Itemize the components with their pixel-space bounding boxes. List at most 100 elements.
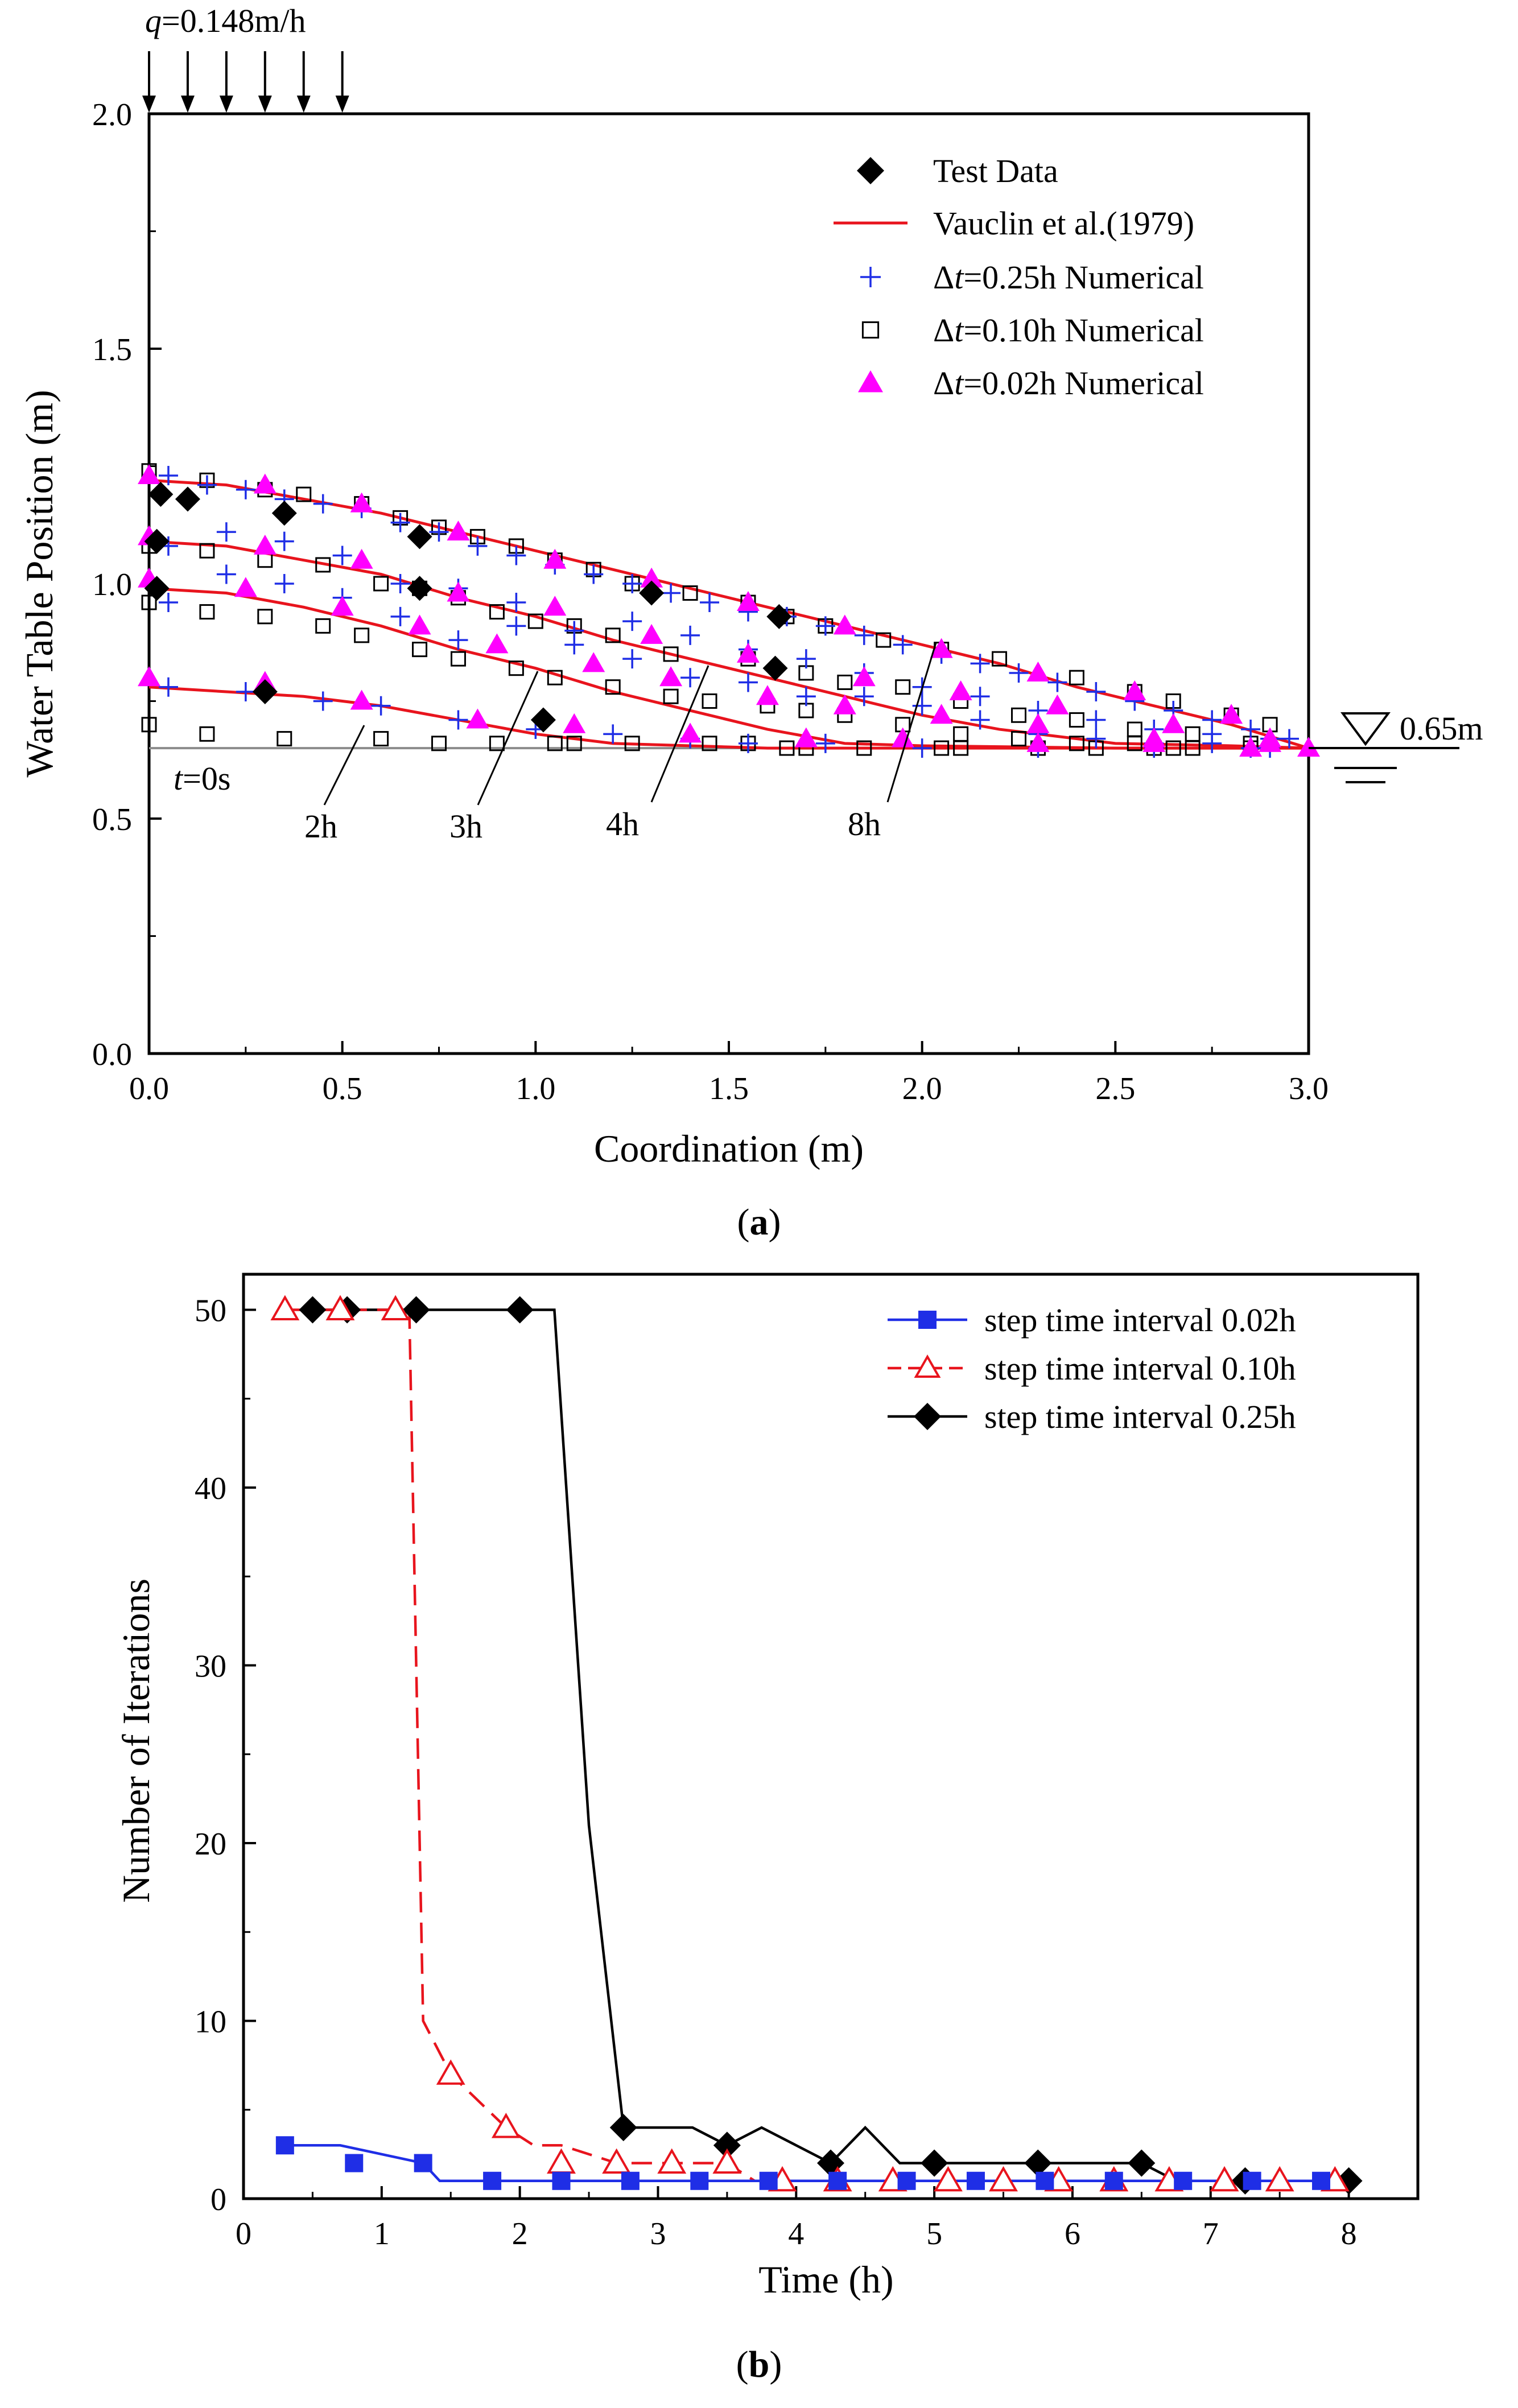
caption-a-close: )	[769, 1201, 781, 1243]
dt010-marker	[508, 660, 524, 676]
x-tick-label-a: 2.0	[902, 1071, 942, 1106]
rainfall-arrow-head	[142, 96, 156, 113]
dt025-marker	[854, 687, 874, 707]
dt025-marker	[854, 625, 874, 645]
y-tick-label-b: 10	[195, 2005, 226, 2040]
dt002-marker	[408, 614, 431, 635]
dt010-marker	[1011, 707, 1026, 723]
dt002-marker	[447, 581, 470, 602]
series-0-02h-marker	[1036, 2171, 1054, 2190]
dt010-marker	[450, 651, 466, 667]
caption-a-open: (	[737, 1201, 750, 1243]
x-tick-label-b: 2	[512, 2216, 528, 2252]
series-0-25h-marker	[609, 2114, 637, 2141]
dt025-marker	[970, 710, 990, 730]
dt010-marker	[1185, 740, 1201, 756]
series-0-25h-marker	[921, 2149, 948, 2177]
dt025-marker	[274, 531, 294, 551]
series-0-10h-marker	[1265, 2166, 1294, 2192]
dt025-marker	[390, 574, 410, 593]
water-level-triangle-icon	[1340, 712, 1391, 746]
series-0-10h-marker	[602, 2148, 632, 2174]
dt010-marker	[199, 726, 215, 742]
dt025-marker	[1086, 729, 1106, 749]
dt025-marker	[680, 625, 700, 645]
series-0-25h-line	[312, 1308, 1349, 2182]
test-data-marker	[175, 486, 200, 512]
dt002-marker	[949, 680, 972, 700]
dt002-marker	[930, 704, 953, 724]
legend-rest: =0.25h Numerical	[963, 259, 1203, 296]
dt002-marker	[1026, 661, 1050, 681]
dt025-marker	[313, 691, 333, 711]
series-0-02h-marker	[828, 2171, 847, 2190]
test-data-marker	[407, 576, 432, 601]
dt002-marker	[350, 492, 373, 513]
legend-t: t	[954, 365, 964, 402]
legend-delta: Δ	[933, 365, 954, 402]
series-0-02h-marker	[552, 2171, 571, 2190]
dt010-marker	[527, 613, 543, 629]
dt025-marker	[700, 593, 720, 613]
dt010-marker	[257, 609, 273, 625]
time-label-3h: 3h	[449, 808, 482, 845]
time-label-8h: 8h	[848, 806, 881, 842]
caption-b-close: )	[769, 2344, 782, 2385]
dt010-marker	[354, 627, 370, 643]
dt025-marker	[468, 536, 488, 556]
dt025-marker	[738, 733, 758, 753]
dt002-marker	[350, 689, 373, 710]
x-tick-label-a: 3.0	[1289, 1071, 1329, 1106]
legend-dt002-icon	[858, 370, 883, 393]
series-0-10h-marker	[712, 2148, 742, 2174]
dt025-marker	[448, 710, 468, 730]
series-0-02h-marker	[1174, 2171, 1193, 2190]
dt002-marker	[756, 685, 779, 705]
dt010-marker	[1069, 712, 1084, 728]
caption-a-letter: a	[750, 1201, 769, 1243]
dt010-marker	[1127, 721, 1142, 737]
test-data-marker	[530, 707, 556, 733]
dt025-marker	[506, 593, 526, 613]
dt025-marker	[970, 654, 990, 674]
series-0-25h-marker	[299, 1296, 327, 1324]
caption-b-letter: b	[749, 2344, 770, 2385]
test-data-marker	[407, 524, 432, 550]
dt010-marker	[199, 604, 215, 620]
series-0-02h-marker	[345, 2154, 364, 2172]
dt010-marker	[624, 736, 640, 751]
axis-ticks-b: 0 1 2 3 4 5 6 7 8 0 10 20 30 40 50	[195, 1294, 1419, 2252]
rainfall-rate-symbol: q	[145, 2, 162, 39]
y-tick-label-a: 1.5	[92, 332, 132, 367]
legend-label-b: step time interval 0.02h	[984, 1302, 1296, 1339]
dt010-marker	[876, 632, 892, 648]
leader-3h	[477, 671, 539, 806]
test-data-marker	[148, 482, 174, 507]
series-0-02h-marker	[483, 2171, 502, 2190]
series-0-10h-marker	[491, 2112, 521, 2138]
legend-dt025-icon	[860, 267, 881, 287]
dt002-marker	[930, 638, 953, 658]
dt002-marker	[794, 727, 818, 747]
dt002-marker	[563, 713, 586, 733]
dt025-marker	[584, 564, 604, 584]
x-tick-label-b: 4	[788, 2216, 804, 2252]
legend-label-a: Δt=0.25h Numerical	[933, 259, 1204, 296]
legend-rest: =0.10h Numerical	[963, 312, 1203, 349]
series-0-10h-marker	[933, 2166, 963, 2192]
dt025-marker	[603, 724, 623, 744]
x-axis-title-b: Time (h)	[758, 2258, 893, 2301]
dt002-marker	[466, 708, 489, 729]
dt010-marker	[141, 594, 157, 610]
dt002-marker	[350, 548, 373, 569]
y-tick-label-a: 1.0	[92, 567, 132, 602]
dt002-marker	[543, 596, 567, 616]
dt010-marker	[953, 726, 969, 742]
x-tick-label-b: 1	[374, 2216, 390, 2252]
dt010-marker	[779, 740, 795, 756]
y-axis-title-b: Number of Iterations	[114, 1579, 158, 1903]
x-tick-label-b: 3	[650, 2216, 666, 2252]
x-tick-label-b: 6	[1065, 2216, 1080, 2252]
dt025-marker	[912, 738, 932, 758]
dt025-marker	[1009, 663, 1029, 683]
